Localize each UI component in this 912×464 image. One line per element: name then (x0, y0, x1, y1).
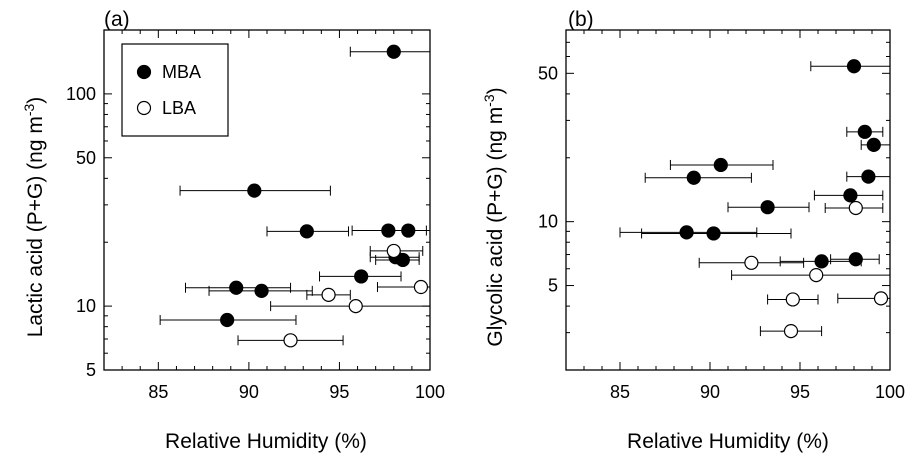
panel-a-label: (a) (104, 8, 130, 31)
panel-a-ylabel-superscript: -3 (21, 103, 37, 116)
panel-a-mba-point (220, 312, 235, 328)
panel-a-legend-label-mba: MBA (162, 62, 201, 82)
panel-a: (a) Lactic acid (P+G) (ng m-3) Relative … (21, 8, 445, 453)
panel-b-mba-point (814, 254, 829, 269)
panel-a-lba-point (283, 333, 298, 348)
panel-a-x-tick-label: 100 (415, 382, 445, 402)
panel-b-y-tick-label: 10 (538, 212, 558, 232)
panel-a-mba-point (395, 252, 410, 268)
panel-a-mba-point (254, 283, 269, 298)
panel-b-y-tick-label: 50 (538, 63, 558, 83)
panel-b-mba-point (848, 252, 863, 267)
panel-a-y-tick-label: 50 (76, 148, 96, 168)
panel-a-mba-point (299, 224, 314, 239)
panel-a-mba-point (229, 280, 244, 295)
panel-a-legend-label-lba: LBA (162, 98, 196, 118)
panel-a-mba-point (247, 183, 262, 198)
panel-b-lba-point (785, 292, 800, 307)
panel-b-x-tick-label: 100 (875, 382, 905, 402)
panel-b-ylabel-superscript: -3 (481, 94, 497, 107)
panel-b-ylabel-close: ) (484, 87, 507, 94)
panel-a-ylabel: Lactic acid (P+G) (ng m-3) (21, 97, 47, 338)
panel-a-x-tick-label: 85 (148, 382, 168, 402)
panel-a-lba-point (348, 299, 363, 314)
panel-b-mba-point (861, 169, 876, 184)
panel-b-lba-point (848, 200, 863, 216)
panel-a-mba-point (354, 269, 369, 284)
panel-b-x-tick-label: 95 (790, 382, 810, 402)
panel-a-y-tick-label: 10 (76, 296, 96, 316)
panel-b-mba-point (760, 200, 775, 215)
panel-a-y-tick-label: 100 (66, 84, 96, 104)
panel-b-x-tick-label: 90 (700, 382, 720, 402)
panel-b-mba-point (846, 59, 862, 74)
panel-b-x-tick-label: 85 (610, 382, 630, 402)
panel-b-mba-point (686, 170, 701, 185)
panel-a-lba-point (413, 279, 429, 295)
panel-a-x-tick-label: 95 (329, 382, 349, 402)
panel-b-label: (b) (568, 8, 594, 31)
panel-a-legend-marker-mba (136, 64, 152, 80)
panel-b-mba-point (706, 226, 721, 241)
panel-b-mba-point (843, 188, 858, 203)
panel-a-legend-box (121, 43, 229, 137)
panel-a-lba-point (321, 287, 336, 302)
panel-b-y-tick-label: 5 (548, 276, 558, 296)
panel-b-lba-point (744, 255, 759, 270)
panel-b-xlabel: Relative Humidity (%) (627, 430, 829, 453)
panel-b-plot-frame (565, 29, 891, 371)
panel-b-ylabel-text: Glycolic acid (P+G) (ng m (484, 107, 507, 347)
panel-b-mba-point (713, 157, 728, 173)
panel-b-mba-point (679, 225, 694, 240)
panel-b-lba-point (783, 324, 799, 339)
panel-a-mba-point (401, 223, 416, 238)
panel-b-lba-point (873, 291, 889, 306)
panel-b-mba-point (866, 137, 881, 152)
panel-a-lba-point (386, 243, 401, 259)
panel-a-mba-point (386, 44, 401, 59)
panel-a-legend-marker-lba (136, 100, 152, 116)
panel-a-xlabel: Relative Humidity (%) (165, 430, 367, 453)
panel-b-lba-point (809, 268, 824, 283)
panel-b-ylabel: Glycolic acid (P+G) (ng m-3) (481, 87, 507, 346)
panel-a-ylabel-text: Lactic acid (P+G) (ng m (24, 116, 47, 337)
panel-a-y-tick-label: 5 (86, 360, 96, 380)
panel-a-ylabel-close: ) (24, 97, 47, 104)
panel-b: (b) Glycolic acid (P+G) (ng m-3) Relativ… (481, 8, 905, 453)
panel-a-x-tick-label: 90 (239, 382, 259, 402)
panel-b-mba-point (857, 124, 872, 139)
